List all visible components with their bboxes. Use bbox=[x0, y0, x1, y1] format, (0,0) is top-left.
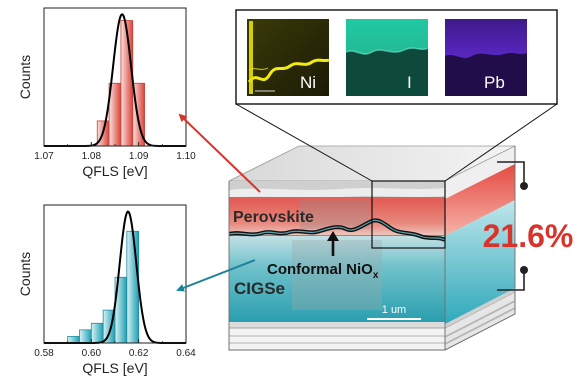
histogram-bottom: 0.58 0.60 0.62 0.64 QFLS [eV] Counts bbox=[17, 204, 196, 376]
scalebar-label: 1 um bbox=[382, 304, 406, 316]
zoom-connector-right bbox=[444, 103, 558, 182]
histogram-bar bbox=[126, 230, 140, 344]
edx-map-ni-label: Ni bbox=[300, 73, 316, 92]
histogram-bar bbox=[90, 322, 104, 344]
cigse-label: CIGSe bbox=[234, 279, 285, 298]
cigse-layer bbox=[229, 236, 445, 324]
edx-map-pb: Pb bbox=[445, 19, 527, 96]
y-axis-label: Counts bbox=[17, 252, 33, 296]
edx-map-ni: Ni bbox=[247, 19, 330, 96]
histogram-bar bbox=[120, 20, 134, 147]
edx-map-pb-label: Pb bbox=[484, 73, 505, 92]
zoom-connector-left bbox=[235, 103, 373, 182]
bottom-contact-terminal bbox=[520, 266, 528, 274]
x-tick-label: 1.07 bbox=[34, 151, 54, 162]
x-tick-label: 0.62 bbox=[129, 348, 149, 359]
top-contact-terminal bbox=[520, 182, 528, 190]
x-tick-label: 0.64 bbox=[176, 348, 196, 359]
edx-map-i-label: I bbox=[407, 73, 412, 92]
zoom-region-box bbox=[371, 180, 446, 249]
nio-label: Conformal NiOx bbox=[267, 261, 379, 281]
substrate-front bbox=[228, 327, 446, 351]
y-axis-label: Counts bbox=[17, 55, 33, 99]
cigse-to-histogram-arrow bbox=[176, 259, 256, 292]
x-tick-label: 1.09 bbox=[129, 151, 149, 162]
edx-map-i: I bbox=[345, 19, 429, 96]
histogram-top: 1.07 1.08 1.09 1.10 QFLS [eV] Counts bbox=[17, 7, 196, 179]
x-tick-label: 0.58 bbox=[34, 348, 54, 359]
x-tick-label: 0.60 bbox=[82, 348, 102, 359]
efficiency-label: 21.6% bbox=[483, 218, 574, 254]
perovskite-label: Perovskite bbox=[233, 209, 314, 226]
edx-inset: Ni I Pb bbox=[235, 9, 558, 182]
stack-side-perovskite bbox=[445, 164, 515, 236]
device-stack: Perovskite CIGSe Conformal NiOx 1 um 21.… bbox=[228, 145, 574, 351]
x-axis-label: QFLS [eV] bbox=[82, 163, 147, 179]
x-axis-label: QFLS [eV] bbox=[82, 360, 147, 376]
stack-side-cigse bbox=[445, 200, 515, 328]
perovskite-to-histogram-arrow bbox=[178, 113, 261, 193]
bottom-contact-wire bbox=[497, 270, 525, 291]
top-contact-wire bbox=[497, 161, 525, 184]
histogram-bar bbox=[79, 329, 92, 344]
x-tick-label: 1.08 bbox=[82, 151, 102, 162]
x-tick-label: 1.10 bbox=[176, 151, 196, 162]
substrate-top-edge bbox=[445, 288, 515, 328]
